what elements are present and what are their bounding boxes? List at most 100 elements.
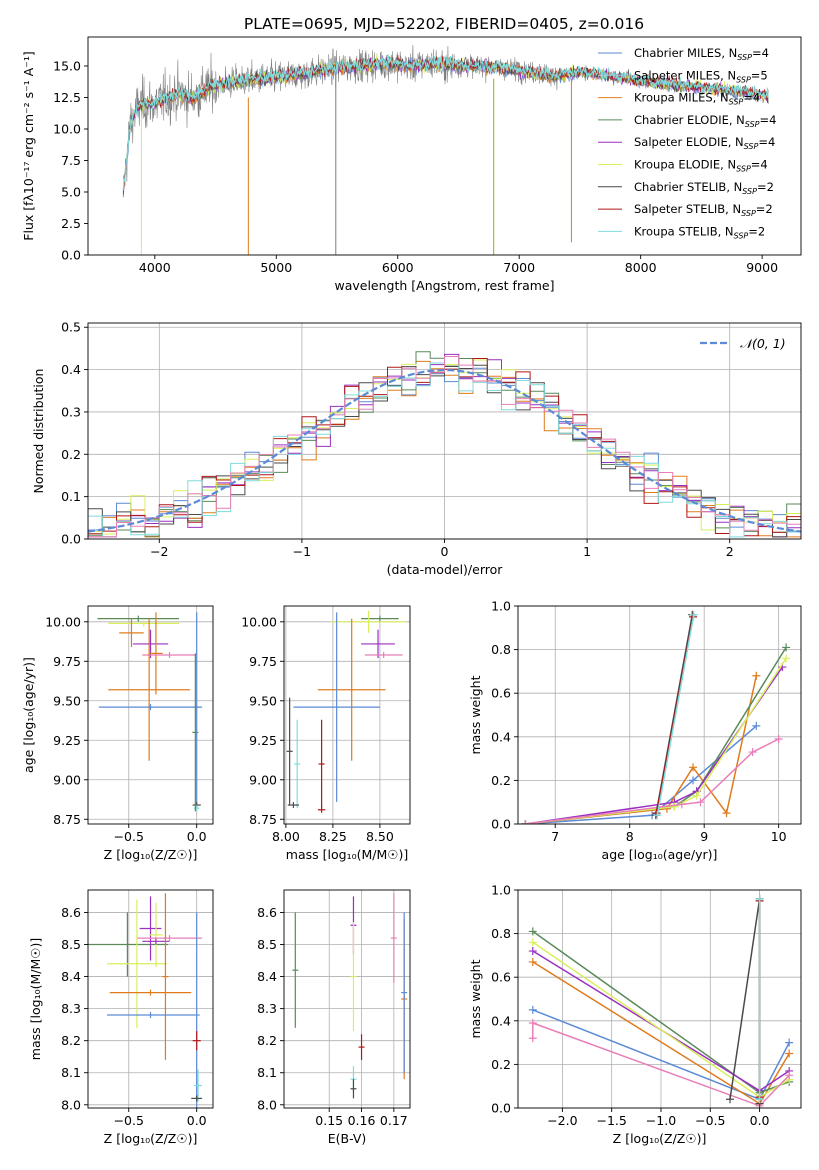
errorbar-point xyxy=(139,896,162,961)
plus-marker xyxy=(528,938,537,947)
model-spectrum-line xyxy=(122,54,769,191)
axes-frame xyxy=(517,889,802,1109)
y-tick-label: 0.6 xyxy=(491,970,511,985)
y-tick-label: 7.5 xyxy=(61,153,81,168)
errorbar-point xyxy=(318,719,325,809)
errorbar-point xyxy=(88,912,169,977)
errorbar-point xyxy=(317,806,326,813)
y-tick-label: 0.3 xyxy=(61,404,81,419)
errorbar-point xyxy=(293,612,380,802)
x-tick-label: 8000 xyxy=(625,260,657,275)
histogram-step xyxy=(88,356,801,538)
y-tick-label: 0.0 xyxy=(61,532,81,547)
plus-marker xyxy=(528,957,537,966)
y-tick-label: 8.75 xyxy=(53,812,81,827)
y-tick-label: 8.6 xyxy=(257,905,277,920)
plus-marker xyxy=(755,894,764,903)
plus-marker xyxy=(689,610,698,619)
y-axis-label: mass [log₁₀(M/M☉)] xyxy=(28,938,43,1060)
plot-area xyxy=(122,44,769,255)
y-tick-label: 0.8 xyxy=(491,642,511,657)
x-tick-label: −1.0 xyxy=(646,1113,676,1128)
errorbar-point xyxy=(331,610,407,633)
legend-value: =4 xyxy=(752,46,769,60)
errorbar-point xyxy=(317,618,386,761)
x-tick-label: 9 xyxy=(700,829,708,844)
x-tick-label: 7 xyxy=(551,829,559,844)
x-axis-label: Z [log₁₀(Z/Z☉)] xyxy=(613,1131,707,1146)
y-tick-label: 0.4 xyxy=(491,1013,511,1028)
x-tick-label: −0.5 xyxy=(695,1113,725,1128)
legend-entry: Chabrier STELIB, NSSP=2 xyxy=(634,180,774,196)
y-tick-label: 9.25 xyxy=(249,733,277,748)
x-tick-label: 0.0 xyxy=(187,1113,207,1128)
y-tick-label: 2.5 xyxy=(61,216,81,231)
y-tick-label: 8.75 xyxy=(249,812,277,827)
plus-marker xyxy=(670,802,679,811)
mass-weight-series xyxy=(653,610,698,820)
legend-value: =2 xyxy=(748,224,765,238)
x-tick-label: −0.5 xyxy=(114,829,144,844)
y-tick-label: 10.00 xyxy=(45,614,81,629)
plus-marker xyxy=(689,763,698,772)
errorbar-point xyxy=(364,651,403,658)
errorbar-point xyxy=(401,912,408,1073)
y-tick-label: 8.3 xyxy=(61,1001,81,1016)
errorbar-point xyxy=(136,935,203,942)
x-tick-label: 0.0 xyxy=(187,829,207,844)
errorbar-point xyxy=(142,651,197,658)
y-axis-label: Flux [fλ10⁻¹⁷ erg cm⁻² s⁻¹ A⁻¹] xyxy=(21,51,36,240)
errorbar-point xyxy=(193,912,200,1108)
x-tick-label: 2 xyxy=(726,544,734,559)
y-tick-label: 8.2 xyxy=(257,1033,277,1048)
x-tick-label: 0.16 xyxy=(348,1113,376,1128)
x-axis-label: (data-model)/error xyxy=(387,562,504,577)
model-spectrum-line xyxy=(122,56,769,195)
axes-frame xyxy=(87,605,214,825)
plot-area xyxy=(286,610,407,813)
errorbar-point xyxy=(292,912,299,1028)
plot-area xyxy=(528,894,794,1108)
errorbar-point xyxy=(361,629,395,659)
x-tick-label: 1 xyxy=(583,544,591,559)
axes-frame xyxy=(283,889,411,1109)
x-tick-label: 4000 xyxy=(139,260,171,275)
x-tick-label: 7000 xyxy=(503,260,535,275)
y-tick-label: 8.4 xyxy=(61,969,81,984)
y-tick-label: 8.5 xyxy=(257,937,277,952)
plus-marker xyxy=(774,734,783,743)
legend-subscript: SSP xyxy=(737,53,752,62)
legend-subscript: SSP xyxy=(742,187,757,196)
x-tick-label: −0.5 xyxy=(114,1113,144,1128)
plus-marker xyxy=(752,671,761,680)
x-tick-label: 0.17 xyxy=(380,1113,408,1128)
axes-mass-vs-Z: −0.5 0.0 8.0 8.1 8.2 8.3 8.4 8.5 8.6 Z [log₁₀(Z/Z… xyxy=(28,889,214,1146)
plus-marker xyxy=(677,800,686,809)
plus-marker xyxy=(748,748,757,757)
errorbar-point xyxy=(191,1095,203,1102)
y-tick-label: 0.0 xyxy=(491,817,511,832)
legend-entry: Salpeter ELODIE, NSSP=4 xyxy=(634,135,775,151)
plus-marker xyxy=(726,1095,735,1104)
errorbar-point xyxy=(149,902,163,967)
y-tick-label: 0.4 xyxy=(491,729,511,744)
x-axis-label: Z [log₁₀(Z/Z☉)] xyxy=(104,1131,198,1146)
x-tick-label: −1.5 xyxy=(596,1113,626,1128)
x-axis-label: E(B-V) xyxy=(328,1131,367,1146)
errorbar-point xyxy=(107,1012,194,1019)
legend-subscript: SSP xyxy=(745,120,760,129)
y-tick-label: 9.25 xyxy=(53,733,81,748)
legend-entry: 𝒩(0, 1) xyxy=(740,336,786,351)
x-tick-label: 0 xyxy=(441,544,449,559)
x-tick-label: −1 xyxy=(293,544,311,559)
axes-spectrum: 4000 5000 6000 7000 8000 9000 0.0 2.5 5.0 7.5 10.0… xyxy=(21,36,802,293)
legend-subscript: SSP xyxy=(736,75,751,84)
axes-frame xyxy=(87,36,802,256)
y-tick-label: 0.8 xyxy=(491,926,511,941)
legend-value: =2 xyxy=(756,202,773,216)
legend-entry: Chabrier ELODIE, NSSP=4 xyxy=(634,113,776,129)
x-tick-label: 0.15 xyxy=(315,1113,343,1128)
plus-marker xyxy=(692,791,701,800)
y-tick-label: 1.0 xyxy=(491,883,511,898)
